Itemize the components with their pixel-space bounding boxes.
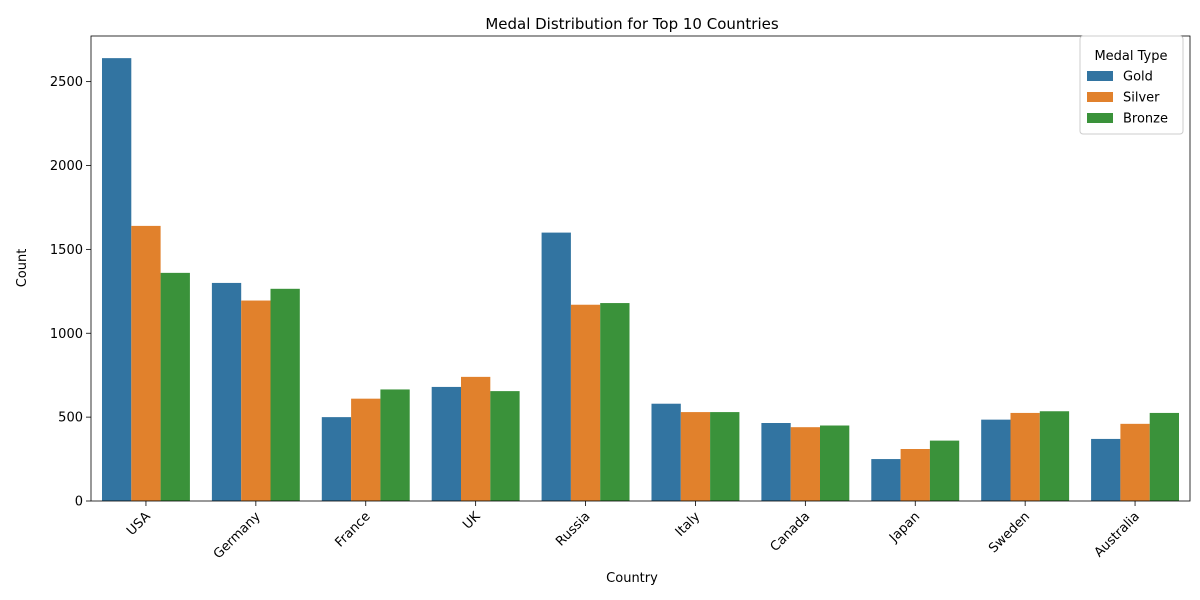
bar-bronze-canada <box>820 425 850 501</box>
x-tick-label-usa: USA <box>124 509 154 539</box>
bar-silver-usa <box>131 225 161 501</box>
x-tick-label-germany: Germany <box>211 509 264 562</box>
bar-bronze-russia <box>600 303 630 501</box>
y-tick-label: 1500 <box>50 243 83 258</box>
bar-gold-france <box>321 417 352 501</box>
bar-silver-italy <box>680 412 711 501</box>
bar-silver-russia <box>570 304 601 501</box>
x-tick-label-australia: Australia <box>1092 509 1143 560</box>
bar-silver-japan <box>900 449 930 501</box>
bar-silver-germany <box>241 300 271 501</box>
y-tick-label: 2500 <box>50 75 83 90</box>
bar-silver-australia <box>1120 423 1150 501</box>
legend-items: Gold Silver Bronze <box>1087 70 1168 127</box>
legend-swatch-bronze <box>1087 113 1113 123</box>
bar-gold-sweden <box>981 419 1011 501</box>
bar-gold-uk <box>431 386 461 501</box>
bar-bronze-usa <box>160 272 190 501</box>
legend-swatch-gold <box>1087 71 1113 81</box>
legend: Medal Type Gold Silver Bronze <box>1079 35 1184 135</box>
bar-gold-italy <box>651 403 681 501</box>
legend-label-silver: Silver <box>1123 91 1160 106</box>
legend-label-gold: Gold <box>1123 70 1153 85</box>
y-tick-label: 1000 <box>50 327 83 342</box>
plot-frame <box>90 35 1191 502</box>
legend-swatch-silver <box>1087 92 1113 102</box>
x-tick-label-uk: UK <box>460 509 484 533</box>
bar-gold-australia <box>1091 438 1121 501</box>
bar-bronze-sweden <box>1039 411 1070 501</box>
bar-bronze-japan <box>929 440 960 501</box>
x-tick-label-russia: Russia <box>553 509 593 549</box>
bar-bronze-germany <box>270 288 300 501</box>
legend-label-bronze: Bronze <box>1123 112 1168 127</box>
bar-bronze-italy <box>710 412 740 501</box>
plot-area: 0 500 1000 1500 2000 2500 USA Germany France UK Ru… <box>50 35 1191 562</box>
bar-gold-russia <box>541 232 571 501</box>
legend-title: Medal Type <box>1094 49 1167 64</box>
bar-silver-canada <box>790 427 821 501</box>
y-tick-label: 2000 <box>50 159 83 174</box>
x-tick-label-france: France <box>332 509 373 550</box>
legend-frame <box>1079 35 1184 135</box>
y-tick-label: 500 <box>58 411 83 426</box>
bar-gold-germany <box>211 282 242 501</box>
bar-silver-uk <box>461 376 491 501</box>
x-tick-label-canada: Canada <box>768 509 814 555</box>
x-tick-label-sweden: Sweden <box>986 509 1033 556</box>
bar-bronze-france <box>380 389 410 501</box>
bar-gold-usa <box>101 58 132 501</box>
bar-gold-canada <box>761 423 791 501</box>
x-tick-label-italy: Italy <box>673 509 704 540</box>
y-axis-title: Count <box>15 249 30 288</box>
bar-bronze-australia <box>1149 412 1180 501</box>
x-tick-label-japan: Japan <box>886 509 923 546</box>
x-axis-title: Country <box>606 571 658 586</box>
y-tick-label: 0 <box>75 495 83 510</box>
chart-title: Medal Distribution for Top 10 Countries <box>485 15 779 33</box>
bar-silver-sweden <box>1010 412 1040 501</box>
bar-gold-japan <box>871 459 901 501</box>
bar-bronze-uk <box>490 391 520 501</box>
bar-silver-france <box>351 398 381 501</box>
